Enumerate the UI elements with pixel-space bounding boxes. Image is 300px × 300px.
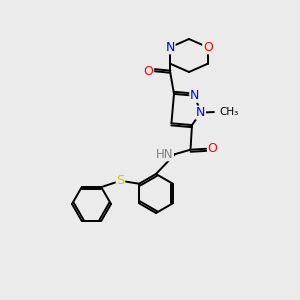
Text: O: O bbox=[208, 142, 218, 155]
Text: HN: HN bbox=[156, 148, 173, 161]
Text: N: N bbox=[196, 106, 206, 119]
Text: O: O bbox=[143, 65, 153, 78]
Text: S: S bbox=[116, 174, 125, 187]
Text: N: N bbox=[166, 41, 175, 54]
Text: CH₃: CH₃ bbox=[219, 107, 238, 117]
Text: N: N bbox=[190, 89, 199, 102]
Text: O: O bbox=[203, 41, 213, 54]
